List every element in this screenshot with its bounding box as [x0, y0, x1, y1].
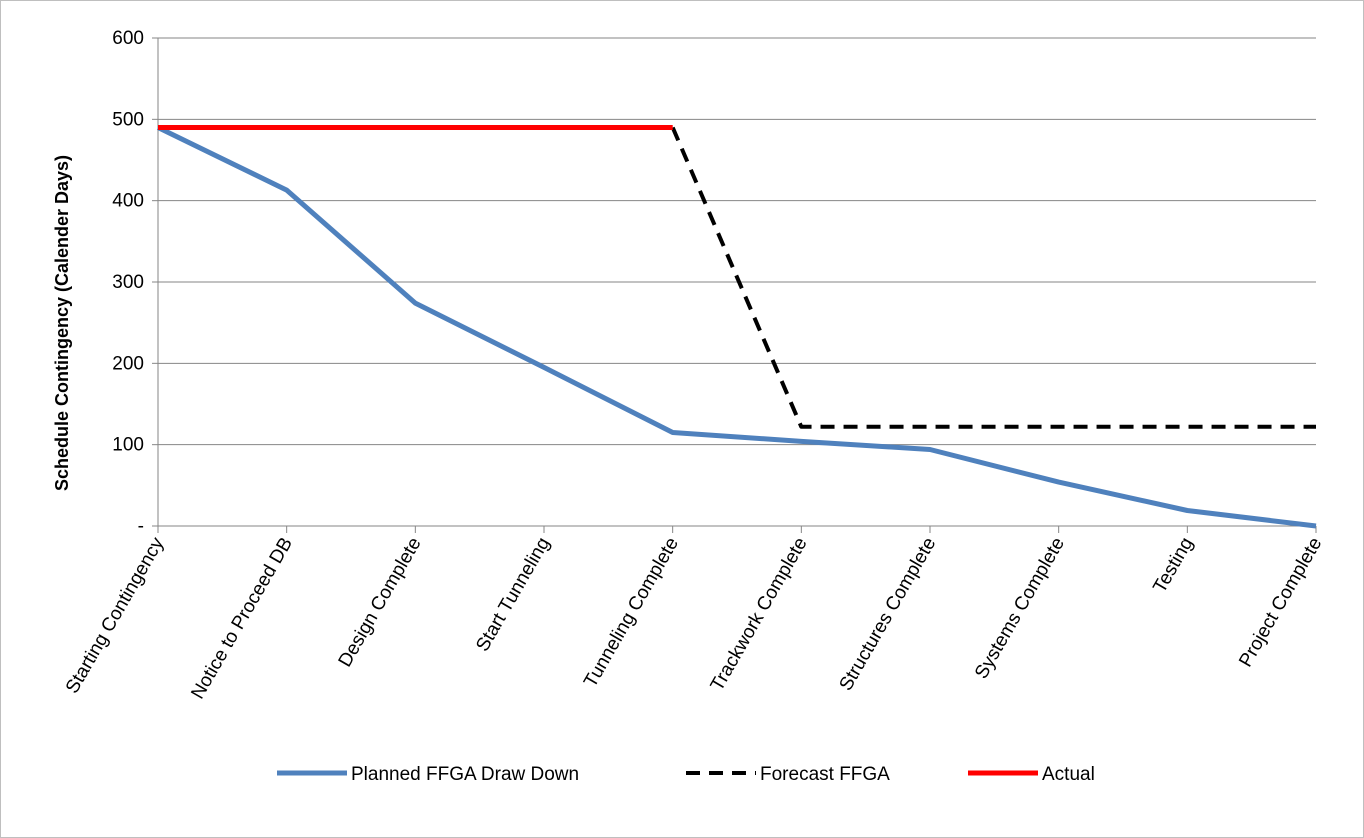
- y-tick-label: 500: [112, 109, 144, 130]
- y-tick-labels: - 100 200 300 400 500 600: [112, 28, 144, 537]
- gridlines: [158, 37, 1316, 446]
- axes: [152, 37, 1317, 533]
- x-tick-label: Structures Complete: [836, 534, 941, 694]
- y-axis-title: Schedule Contingency (Calender Days): [52, 155, 72, 491]
- x-tick-label: Systems Complete: [971, 534, 1069, 683]
- legend: Planned FFGA Draw Down Forecast FFGA Actua…: [277, 764, 1095, 785]
- y-tick-label: -: [138, 516, 144, 537]
- x-tick-label: Starting Contingency: [62, 534, 169, 698]
- series-lines: [156, 125, 1317, 529]
- legend-label: Forecast FFGA: [760, 764, 890, 785]
- x-tick-label: Notice to Proceed DB: [187, 534, 297, 703]
- x-tick-label: Testing: [1149, 534, 1197, 597]
- y-tick-label: 600: [112, 28, 144, 49]
- series-line-forecast-ffga: [670, 126, 1316, 429]
- y-tick-label: 100: [112, 435, 144, 456]
- x-tick-label: Project Complete: [1235, 534, 1326, 671]
- y-tick-label: 200: [112, 353, 144, 374]
- x-tick-label: Tunneling Complete: [580, 534, 683, 691]
- x-tick-labels: Starting Contingency Notice to Proceed DB…: [62, 534, 1326, 703]
- legend-label: Planned FFGA Draw Down: [351, 764, 579, 785]
- y-tick-label: 300: [112, 272, 144, 293]
- x-tick-label: Trackwork Complete: [707, 534, 812, 695]
- x-tick-label: Design Complete: [335, 534, 426, 671]
- x-tick-label: Start Tunneling: [472, 534, 554, 655]
- series-line-planned-ffga-draw-down: [156, 125, 1317, 529]
- legend-label: Actual: [1042, 764, 1095, 785]
- y-tick-label: 400: [112, 191, 144, 212]
